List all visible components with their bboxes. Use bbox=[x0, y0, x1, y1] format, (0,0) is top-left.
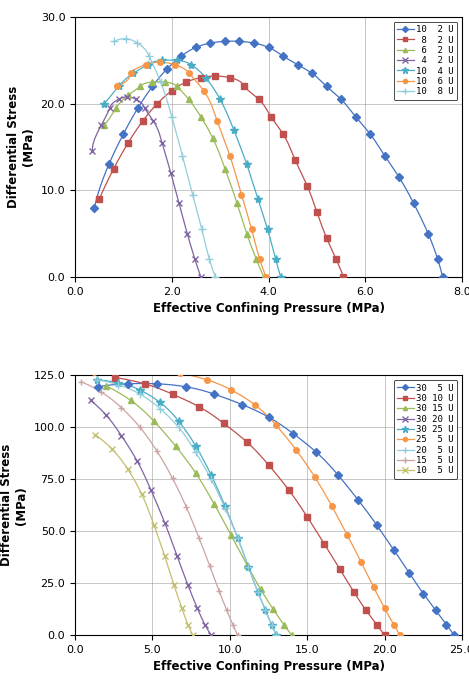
Legend: 10  2 U,  8  2 U,  6  2 U,  4  2 U, 10  4 U, 10  6 U, 10  8 U: 10 2 U, 8 2 U, 6 2 U, 4 2 U, 10 4 U, 10 … bbox=[393, 22, 457, 100]
X-axis label: Effective Confining Pressure (MPa): Effective Confining Pressure (MPa) bbox=[152, 660, 385, 673]
Legend: 30  5 U, 30 10 U, 30 15 U, 30 20 U, 30 25 U, 25  5 U, 20  5 U, 15  5 U, 10  5 U: 30 5 U, 30 10 U, 30 15 U, 30 20 U, 30 25… bbox=[393, 380, 457, 479]
Y-axis label: Differential Stress
(MPa): Differential Stress (MPa) bbox=[0, 444, 28, 566]
X-axis label: Effective Confining Pressure (MPa): Effective Confining Pressure (MPa) bbox=[152, 302, 385, 315]
Y-axis label: Differential Stress
(MPa): Differential Stress (MPa) bbox=[7, 86, 35, 208]
